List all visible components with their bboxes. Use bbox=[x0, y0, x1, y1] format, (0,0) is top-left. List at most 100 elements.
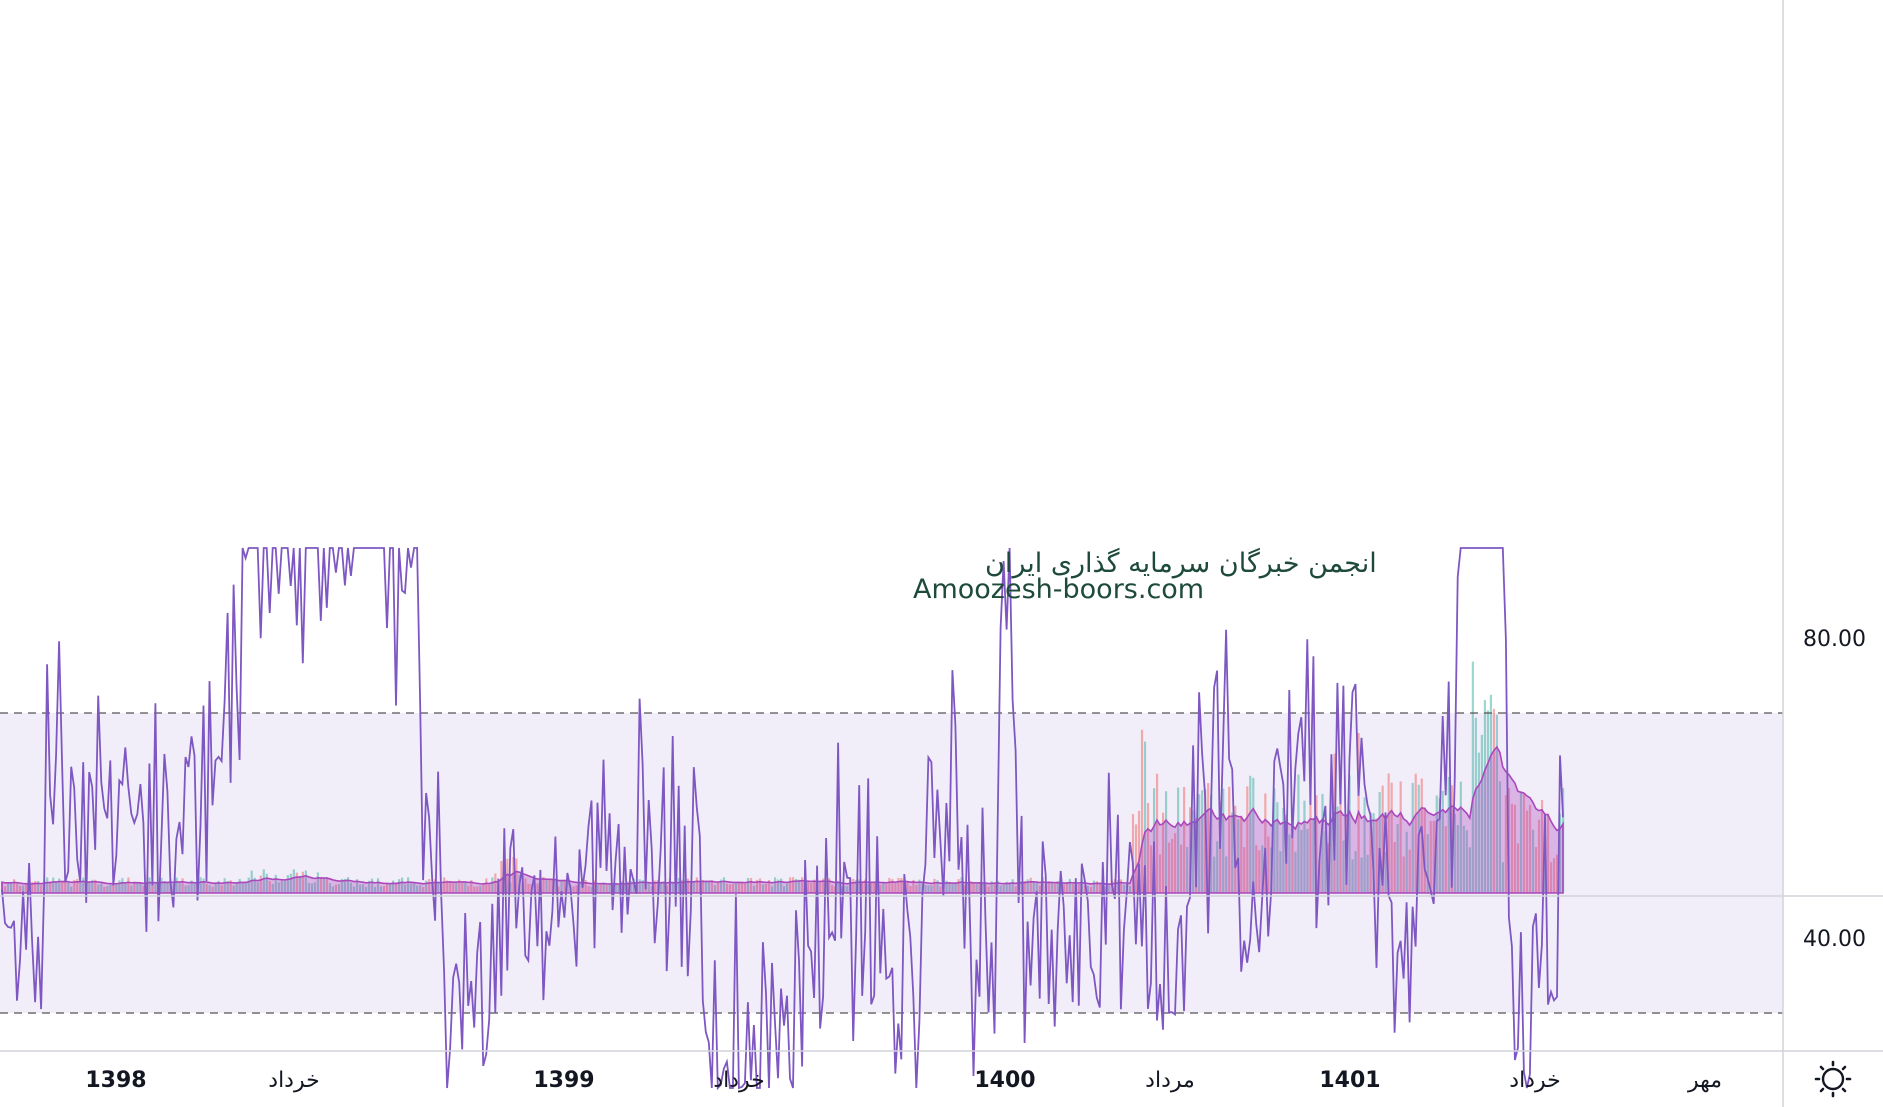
volume-bar bbox=[485, 878, 488, 893]
volume-bar bbox=[154, 882, 157, 893]
volume-bar bbox=[731, 884, 735, 893]
volume-bar bbox=[1143, 741, 1147, 893]
volume-bar bbox=[939, 886, 942, 893]
volume-bar bbox=[416, 885, 419, 893]
volume-bar bbox=[873, 881, 876, 893]
time-tick-label: مرداد bbox=[1145, 1068, 1195, 1093]
volume-bar bbox=[1032, 882, 1035, 893]
time-tick-label: مهر bbox=[1687, 1068, 1722, 1093]
volume-bar bbox=[1375, 818, 1378, 893]
volume-bar bbox=[1288, 834, 1291, 893]
volume-bar bbox=[659, 883, 662, 893]
volume-bar bbox=[422, 886, 425, 893]
volume-bar bbox=[1453, 813, 1456, 893]
volume-bar bbox=[987, 886, 990, 893]
volume-bar bbox=[4, 886, 7, 893]
volume-bar bbox=[235, 882, 238, 893]
volume-bar bbox=[1059, 883, 1062, 893]
volume-bar bbox=[205, 883, 208, 893]
volume-bar bbox=[1432, 820, 1435, 893]
volume-bar bbox=[259, 875, 262, 893]
volume-bar bbox=[1273, 788, 1276, 893]
volume-bar bbox=[990, 881, 993, 893]
volume-bar bbox=[701, 879, 704, 893]
volume-bar bbox=[1495, 714, 1499, 893]
volume-bar bbox=[151, 882, 154, 893]
volume-bar bbox=[1405, 831, 1408, 893]
volume-bar bbox=[388, 884, 392, 893]
volume-bar bbox=[536, 883, 539, 893]
volume-bar bbox=[1222, 788, 1225, 893]
volume-bar bbox=[208, 885, 211, 893]
volume-bar bbox=[392, 880, 395, 893]
volume-bar bbox=[734, 882, 738, 893]
volume-bar bbox=[695, 877, 698, 893]
volume-bar bbox=[148, 877, 151, 893]
volume-bar bbox=[407, 877, 410, 893]
time-tick-label: خرداد bbox=[268, 1068, 319, 1093]
volume-bar bbox=[310, 883, 313, 893]
volume-bar bbox=[346, 877, 350, 893]
volume-bar bbox=[882, 882, 885, 893]
volume-bar bbox=[1456, 825, 1459, 893]
volume-bar bbox=[1489, 694, 1493, 893]
volume-bar bbox=[960, 877, 963, 893]
volume-bar bbox=[945, 880, 948, 893]
volume-bar bbox=[133, 881, 136, 893]
volume-bar bbox=[813, 879, 816, 893]
volume-bar bbox=[807, 882, 810, 893]
volume-bar bbox=[286, 875, 289, 893]
volume-bar bbox=[349, 882, 353, 893]
volume-bar bbox=[981, 882, 984, 893]
volume-bar bbox=[1381, 785, 1384, 893]
volume-bar bbox=[1246, 786, 1249, 893]
volume-bar bbox=[1180, 844, 1183, 893]
volume-bar bbox=[1558, 813, 1562, 893]
volume-bar bbox=[376, 878, 380, 893]
volume-bar bbox=[632, 878, 635, 893]
volume-bar bbox=[316, 872, 320, 893]
volume-bar bbox=[725, 883, 729, 893]
volume-bar bbox=[846, 885, 849, 893]
watermark-title: انجمن خبرگان سرمایه گذاری ایران bbox=[985, 547, 1377, 579]
rsi-pane bbox=[0, 897, 1783, 1049]
volume-bar bbox=[783, 886, 786, 893]
volume-bar bbox=[789, 877, 792, 893]
volume-bar bbox=[1186, 847, 1189, 893]
volume-bar bbox=[984, 883, 987, 893]
volume-bar bbox=[1339, 794, 1342, 893]
volume-bar bbox=[325, 877, 329, 893]
volume-bar bbox=[1086, 885, 1089, 893]
volume-bar bbox=[13, 879, 16, 893]
volume-bar bbox=[1237, 819, 1240, 893]
volume-bar bbox=[879, 884, 882, 893]
volume-bar bbox=[58, 878, 61, 893]
volume-bar bbox=[1264, 793, 1267, 893]
volume-bar bbox=[473, 886, 476, 893]
volume-bar bbox=[810, 883, 813, 893]
volume-bar bbox=[602, 882, 605, 893]
volume-bar bbox=[716, 882, 720, 893]
volume-bar bbox=[1258, 850, 1261, 893]
volume-bar bbox=[975, 883, 978, 893]
settings-button[interactable] bbox=[1814, 1060, 1852, 1098]
volume-bar bbox=[1183, 787, 1186, 893]
volume-bar bbox=[437, 881, 440, 893]
volume-bar bbox=[1071, 884, 1074, 893]
volume-bar bbox=[1092, 880, 1095, 893]
volume-bar bbox=[770, 886, 774, 893]
volume-bar bbox=[292, 869, 295, 893]
volume-bar bbox=[969, 881, 972, 893]
volume-bar bbox=[404, 884, 407, 893]
volume-bar bbox=[280, 880, 283, 893]
volume-bar bbox=[112, 884, 115, 893]
volume-bar bbox=[1056, 881, 1059, 893]
volume-bar bbox=[97, 884, 100, 893]
volume-bar bbox=[500, 860, 503, 893]
rsi-tick-label: 80.00 bbox=[1803, 627, 1866, 652]
volume-bar bbox=[163, 881, 166, 893]
volume-bar bbox=[1065, 882, 1068, 893]
volume-bar bbox=[686, 878, 689, 893]
volume-bar bbox=[428, 879, 431, 893]
